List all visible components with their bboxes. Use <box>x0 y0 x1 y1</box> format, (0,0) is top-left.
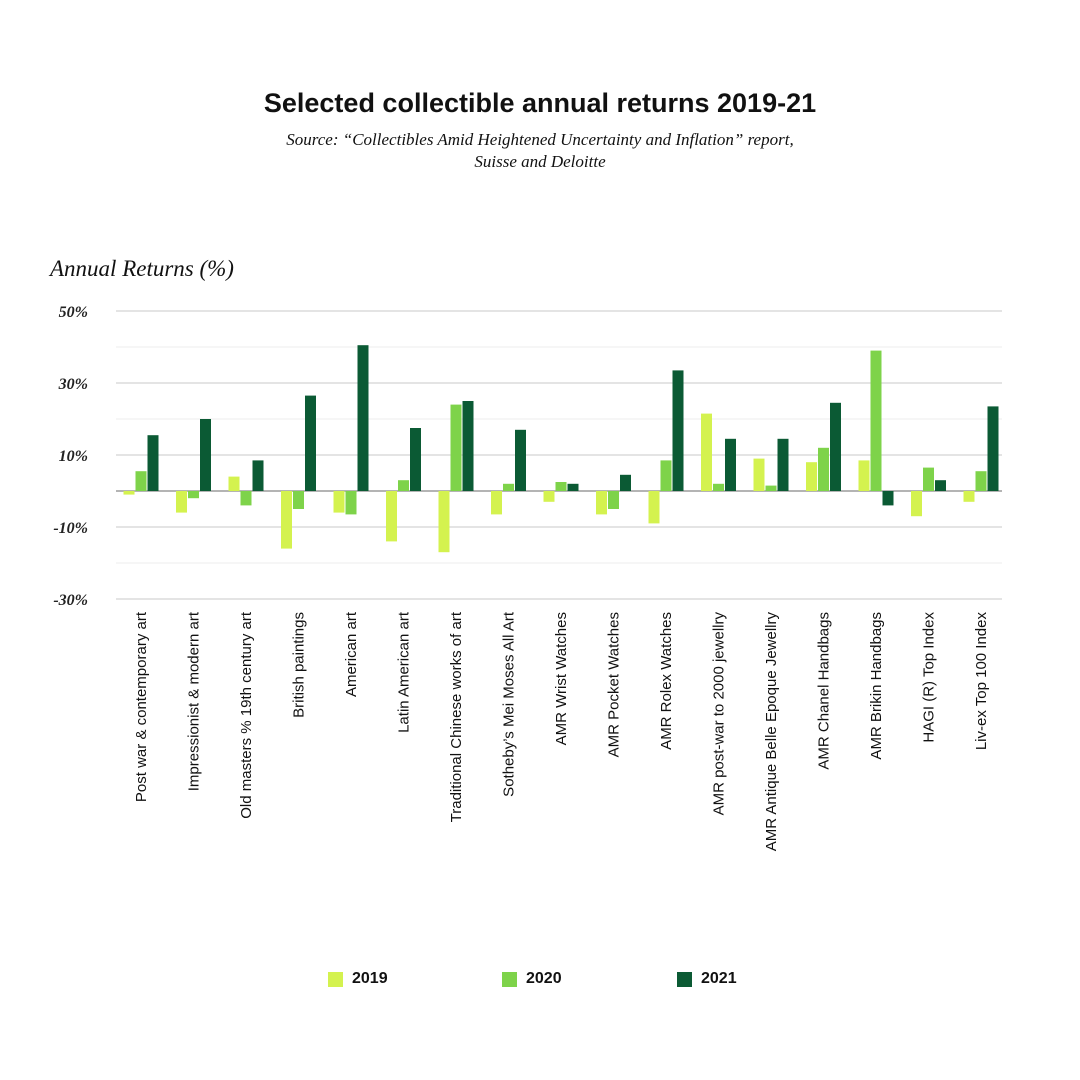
bar-2020-15 <box>923 467 934 491</box>
y-axis-label: Annual Returns (%) <box>50 256 234 281</box>
y-tick-label: -30% <box>53 592 88 609</box>
bar-2021-1 <box>200 419 211 491</box>
bar-2021-14 <box>882 491 894 506</box>
bar-2021-12 <box>777 438 789 491</box>
x-tick-label: Traditional Chinese works of art <box>448 611 465 822</box>
bar-2019-3 <box>281 491 292 549</box>
bar-2020-13 <box>818 447 829 491</box>
source-line-2: Suisse and Deloitte <box>474 152 606 171</box>
bar-2019-5 <box>386 491 397 542</box>
x-tick-label: AMR Pocket Watches <box>606 612 623 757</box>
bar-2021-15 <box>935 480 946 491</box>
legend-swatch-2019 <box>328 971 343 987</box>
bar-2019-13 <box>806 462 817 491</box>
bar-2021-0 <box>147 435 159 491</box>
bar-2021-9 <box>620 474 631 491</box>
bar-2020-10 <box>660 460 672 491</box>
x-tick-label: Latin American art <box>396 611 413 733</box>
bar-2019-10 <box>648 491 660 524</box>
x-tick-label: AMR Chanel Handbags <box>816 612 833 770</box>
bar-2021-5 <box>410 428 421 491</box>
y-tick-label: -10% <box>53 520 88 537</box>
x-tick-label: Sotheby’s Mei Moses All Art <box>501 611 518 797</box>
chart-source: Source: “Collectibles Amid Heightened Un… <box>0 129 1080 173</box>
legend-label-2020: 2020 <box>526 970 562 987</box>
bar-2019-6 <box>438 491 450 553</box>
bar-2020-4 <box>345 491 357 515</box>
bar-2021-10 <box>672 370 684 491</box>
legend-item-2019: 2019 <box>328 970 388 988</box>
bar-2019-11 <box>701 413 712 491</box>
bar-2021-2 <box>252 460 264 491</box>
bar-2020-16 <box>975 471 987 491</box>
legend-swatch-2020 <box>502 971 517 987</box>
x-tick-label: HAGI (R) Top Index <box>921 612 938 743</box>
bar-2021-13 <box>830 402 841 491</box>
bar-2019-7 <box>491 491 502 515</box>
x-tick-label: AMR Antique Belle Epoque Jewellry <box>763 612 780 852</box>
y-tick-label: 10% <box>59 448 88 465</box>
bar-2019-8 <box>543 491 555 502</box>
bar-2019-15 <box>911 491 922 517</box>
x-tick-label: American art <box>343 611 360 697</box>
bar-2021-4 <box>357 345 369 491</box>
bar-2021-16 <box>987 406 999 491</box>
bar-2021-8 <box>567 483 579 491</box>
x-tick-label: Old masters % 19th century art <box>238 611 255 819</box>
bar-2020-5 <box>398 480 409 491</box>
y-tick-label: 50% <box>59 304 88 321</box>
chart-title: Selected collectible annual returns 2019… <box>263 88 817 118</box>
bar-2020-0 <box>135 471 147 491</box>
bar-2020-11 <box>713 483 724 491</box>
x-tick-label: Post war & contemporary art <box>133 611 150 802</box>
bar-2020-2 <box>240 491 252 506</box>
x-tick-label: AMR post-war to 2000 jewellry <box>711 612 728 816</box>
bar-2019-12 <box>753 458 765 491</box>
bar-2021-3 <box>305 395 316 491</box>
bar-2019-14 <box>858 460 870 491</box>
x-tick-label: AMR Wrist Watches <box>553 612 570 745</box>
bar-2019-4 <box>333 491 345 513</box>
legend-swatch-2021 <box>677 971 692 987</box>
bar-2020-14 <box>870 350 882 491</box>
legend-item-2021: 2021 <box>677 970 737 988</box>
legend: 2019 2020 2021 <box>0 970 1080 996</box>
bar-2020-8 <box>555 482 567 491</box>
bar-2019-16 <box>963 491 975 502</box>
bar-2020-7 <box>503 483 514 491</box>
x-tick-label: British paintings <box>291 612 308 718</box>
bar-2019-2 <box>228 476 240 491</box>
y-tick-label: 30% <box>58 376 88 393</box>
bar-2019-1 <box>176 491 187 513</box>
x-tick-label: Impressionist & modern art <box>186 611 203 791</box>
bar-2021-11 <box>725 438 736 491</box>
source-line-1: Source: “Collectibles Amid Heightened Un… <box>286 130 794 149</box>
legend-label-2021: 2021 <box>701 970 737 987</box>
x-tick-label: AMR Brikin Handbags <box>868 612 885 760</box>
bar-2020-3 <box>293 491 304 509</box>
bar-2020-12 <box>765 485 777 491</box>
bar-2021-6 <box>462 401 474 491</box>
legend-label-2019: 2019 <box>352 970 388 987</box>
bar-2020-6 <box>450 404 462 491</box>
legend-item-2020: 2020 <box>502 970 562 988</box>
bar-2021-7 <box>515 429 526 491</box>
x-tick-label: Liv-ex Top 100 Index <box>973 612 990 751</box>
bar-2019-0 <box>123 491 135 495</box>
bar-2019-9 <box>596 491 607 515</box>
bar-2020-9 <box>608 491 619 509</box>
bar-2020-1 <box>188 491 199 499</box>
x-tick-label: AMR Rolex Watches <box>658 612 675 750</box>
